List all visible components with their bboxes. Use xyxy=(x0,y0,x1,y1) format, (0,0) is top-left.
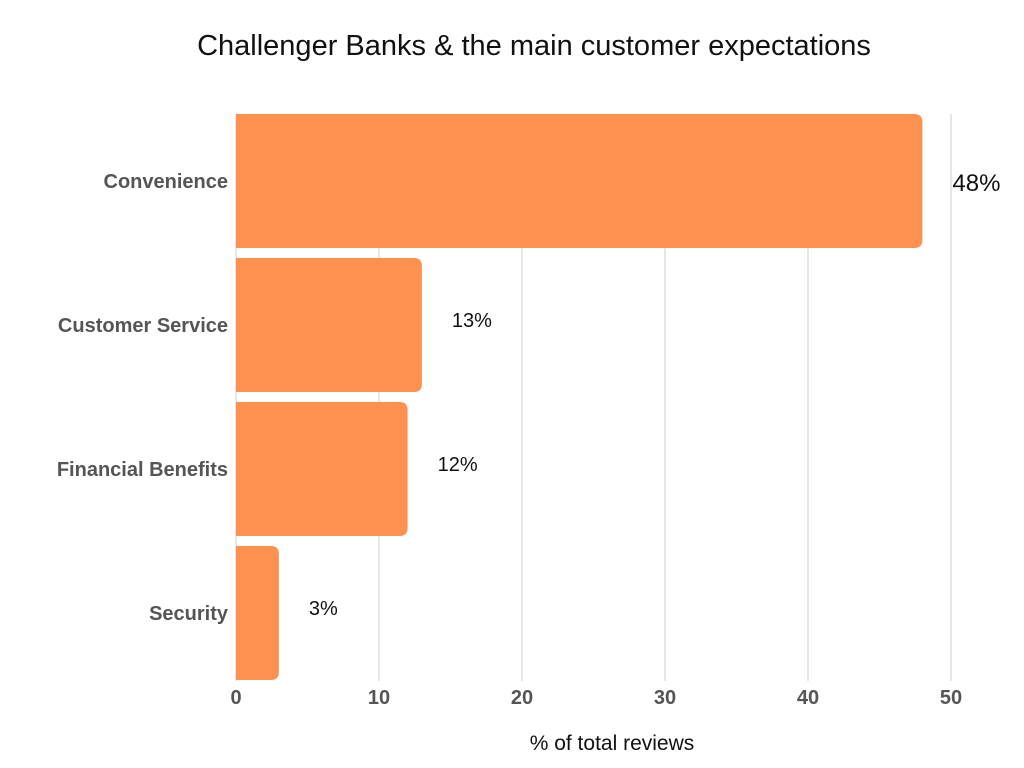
data-labels: 48% 13% 12% 3% xyxy=(309,170,1001,620)
x-tick-label-50: 50 xyxy=(940,687,962,709)
x-tick-label-0: 0 xyxy=(230,687,241,709)
y-axis-tick-labels: Convenience Customer Service Financial Ben… xyxy=(57,171,229,625)
x-axis-tick-labels: 0 10 20 30 40 50 xyxy=(230,687,962,709)
bars xyxy=(236,114,923,680)
chart-title: Challenger Banks & the main customer exp… xyxy=(197,30,871,62)
x-axis-label: % of total reviews xyxy=(530,732,695,755)
data-label-customer-service: 13% xyxy=(452,310,492,332)
x-tick-label-10: 10 xyxy=(368,687,390,709)
data-label-convenience: 48% xyxy=(952,170,1000,197)
data-label-financial-benefits: 12% xyxy=(438,454,478,476)
y-tick-label-convenience: Convenience xyxy=(104,171,228,193)
y-tick-label-customer-service: Customer Service xyxy=(58,315,228,337)
x-tick-label-40: 40 xyxy=(797,687,819,709)
bar-customer-service xyxy=(236,258,422,392)
bar-security xyxy=(236,546,279,680)
bar-financial-benefits xyxy=(236,402,408,536)
y-tick-label-security: Security xyxy=(149,603,229,625)
data-label-security: 3% xyxy=(309,598,338,620)
y-tick-label-financial-benefits: Financial Benefits xyxy=(57,459,228,481)
x-tick-label-30: 30 xyxy=(654,687,676,709)
bar-convenience xyxy=(236,114,923,248)
x-tick-label-20: 20 xyxy=(511,687,533,709)
